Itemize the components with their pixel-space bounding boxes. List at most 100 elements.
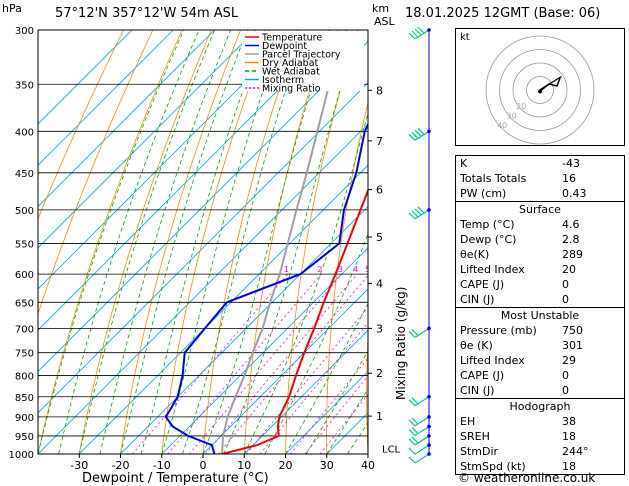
- mixing-ratio-axis-label: Mixing Ratio (g/kg): [394, 286, 408, 400]
- km-tick-label: 8: [376, 84, 383, 97]
- wind-barb-flag: [408, 399, 416, 407]
- datetime-label: 18.01.2025 12GMT (Base: 06): [405, 6, 601, 21]
- legend-entry: Mixing Ratio: [262, 84, 321, 95]
- wind-barb-flag: [408, 133, 416, 141]
- pressure-tick-label: 550: [15, 239, 34, 250]
- wind-barb-flag: [408, 429, 416, 436]
- km-tick-label: 2: [376, 367, 383, 380]
- surface-value: 0: [562, 278, 569, 291]
- wet-adiabat-line: [243, 111, 368, 454]
- most-unstable-row: CIN (J) 0: [456, 383, 624, 398]
- most-unstable-value: 29: [562, 354, 576, 367]
- wind-barb-flag: [414, 28, 422, 36]
- x-tick-label: 30: [320, 459, 334, 472]
- x-tick-label: 40: [361, 459, 375, 472]
- wet-adiabat-line: [305, 350, 368, 454]
- wind-barb-dot: [427, 452, 431, 456]
- isotherm-line: [38, 30, 133, 125]
- wind-barb-dot: [427, 28, 431, 32]
- surface-row: θe(K) 289: [456, 247, 624, 262]
- most-unstable-label: Lifted Index: [460, 354, 525, 367]
- wet-adiabat-line: [285, 302, 368, 454]
- index-label: Totals Totals: [460, 172, 527, 185]
- pressure-unit-label: hPa: [2, 2, 22, 15]
- copyright-label: © weatheronline.co.uk: [458, 471, 596, 485]
- hodograph-label: StmSpd (kt): [460, 460, 526, 473]
- isotherm-line: [38, 40, 368, 373]
- wind-barb-dot: [427, 434, 431, 438]
- pressure-tick-label: 450: [15, 169, 34, 180]
- surface-row: CAPE (J) 0: [456, 277, 624, 292]
- most-unstable-value: 0: [562, 384, 569, 397]
- pressure-tick-label: 500: [15, 206, 34, 217]
- hodograph-ring-label: 20: [516, 102, 526, 111]
- pressure-tick-label: 800: [15, 371, 34, 382]
- most-unstable-title: Most Unstable: [500, 309, 580, 322]
- km-tick-label: 7: [376, 135, 383, 148]
- km-tick-label: 3: [376, 322, 383, 335]
- mixing-ratio-label: 1: [284, 265, 289, 274]
- indices-table: K -43 Totals Totals 16 PW (cm) 0.43 Surface T…: [455, 155, 625, 475]
- isotherm-line: [243, 329, 368, 454]
- pressure-tick-label: 300: [15, 26, 34, 37]
- hodograph-value: 38: [562, 415, 576, 428]
- x-tick-label: -20: [112, 459, 130, 472]
- wind-barb-flag: [411, 210, 419, 218]
- index-row: PW (cm) 0.43: [456, 186, 624, 201]
- pressure-tick-label: 750: [15, 349, 34, 360]
- wind-barb-flag: [411, 328, 419, 336]
- km-tick-label: 1: [376, 410, 383, 423]
- wind-barb-flag: [411, 417, 419, 425]
- isotherm-line: [38, 30, 215, 208]
- hodograph-unit: kt: [460, 32, 470, 43]
- pressure-tick-label: 1000: [9, 450, 34, 461]
- isotherm-line: [38, 82, 368, 414]
- most-unstable-row: θe (K) 301: [456, 338, 624, 353]
- index-row: K -43: [456, 156, 624, 171]
- hodograph-label: StmDir: [460, 445, 499, 458]
- wind-barb: [414, 453, 430, 464]
- surface-row: Dewp (°C) 2.8: [456, 232, 624, 247]
- surface-value: 4.6: [562, 218, 580, 231]
- x-tick-label: 0: [200, 459, 207, 472]
- isotherm-line: [161, 247, 368, 454]
- index-row: Totals Totals 16: [456, 171, 624, 186]
- index-value: -43: [562, 157, 580, 170]
- hodograph-row: SREH 18: [456, 429, 624, 444]
- lcl-label: LCL: [382, 445, 401, 456]
- wind-barb-flag: [411, 30, 419, 38]
- hodograph-value: 18: [562, 430, 576, 443]
- index-value: 0.43: [562, 187, 587, 200]
- wind-barb-flag: [414, 129, 422, 137]
- hodograph-row: StmSpd (kt) 18: [456, 459, 624, 474]
- isotherm-line: [120, 205, 368, 454]
- isotherm-line: [202, 288, 368, 454]
- hodograph-ring-label: 40: [497, 121, 507, 130]
- pressure-tick-label: 900: [15, 413, 34, 424]
- wet-adiabat-line: [99, 30, 232, 454]
- most-unstable-label: θe (K): [460, 339, 493, 352]
- mixing-ratio-line: [205, 273, 358, 454]
- x-tick-label: -10: [153, 459, 171, 472]
- hodograph-section: Hodograph EH 38 SREH 18 StmDir 244° StmSpd (kt…: [456, 398, 624, 474]
- pressure-tick-label: 600: [15, 270, 34, 281]
- legend-entry: Dewpoint: [262, 41, 307, 52]
- most-unstable-row: Lifted Index 29: [456, 353, 624, 368]
- mixing-ratio-line: [218, 274, 368, 454]
- wind-barb-flag: [408, 447, 416, 455]
- index-label: K: [460, 157, 468, 170]
- wind-barb: [414, 444, 430, 455]
- dewpoint-line: [164, 122, 368, 454]
- surface-label: θe(K): [460, 248, 490, 261]
- x-tick-label: -30: [70, 459, 88, 472]
- wind-barb: [414, 209, 430, 220]
- wind-barb: [414, 416, 430, 427]
- surface-value: 0: [562, 293, 569, 306]
- mixing-ratio-label: 2: [317, 265, 322, 274]
- isotherm-line: [38, 123, 368, 454]
- wind-barb-flag: [408, 212, 416, 220]
- surface-value: 20: [562, 263, 576, 276]
- mixing-ratio-label: 3: [338, 265, 343, 274]
- hodograph-row: StmDir 244°: [456, 444, 624, 459]
